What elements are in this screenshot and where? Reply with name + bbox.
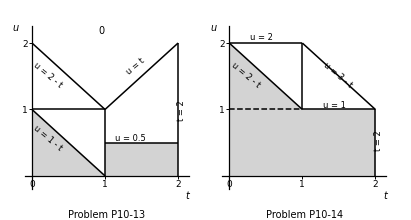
Text: u = 2 - t: u = 2 - t [229,61,261,90]
Text: u: u [210,23,216,33]
Text: u = 1 - t: u = 1 - t [32,123,64,152]
Text: u = 1: u = 1 [323,101,346,110]
Text: t = 2: t = 2 [374,130,383,151]
Text: t: t [383,191,387,200]
Text: u = 2: u = 2 [250,33,272,42]
Text: 0: 0 [98,26,104,36]
Text: t: t [186,191,189,200]
Text: u = t: u = t [124,56,146,76]
Text: t = 2: t = 2 [176,101,185,121]
Text: u: u [13,23,19,33]
Polygon shape [32,110,105,176]
Text: u = 2 - t: u = 2 - t [32,61,64,90]
Text: u = 3 - t: u = 3 - t [321,61,353,90]
Text: Problem P10-14: Problem P10-14 [266,210,343,220]
Text: u = 0.5: u = 0.5 [115,134,146,143]
Polygon shape [229,43,375,176]
Polygon shape [105,143,178,176]
Text: Problem P10-13: Problem P10-13 [68,210,145,220]
